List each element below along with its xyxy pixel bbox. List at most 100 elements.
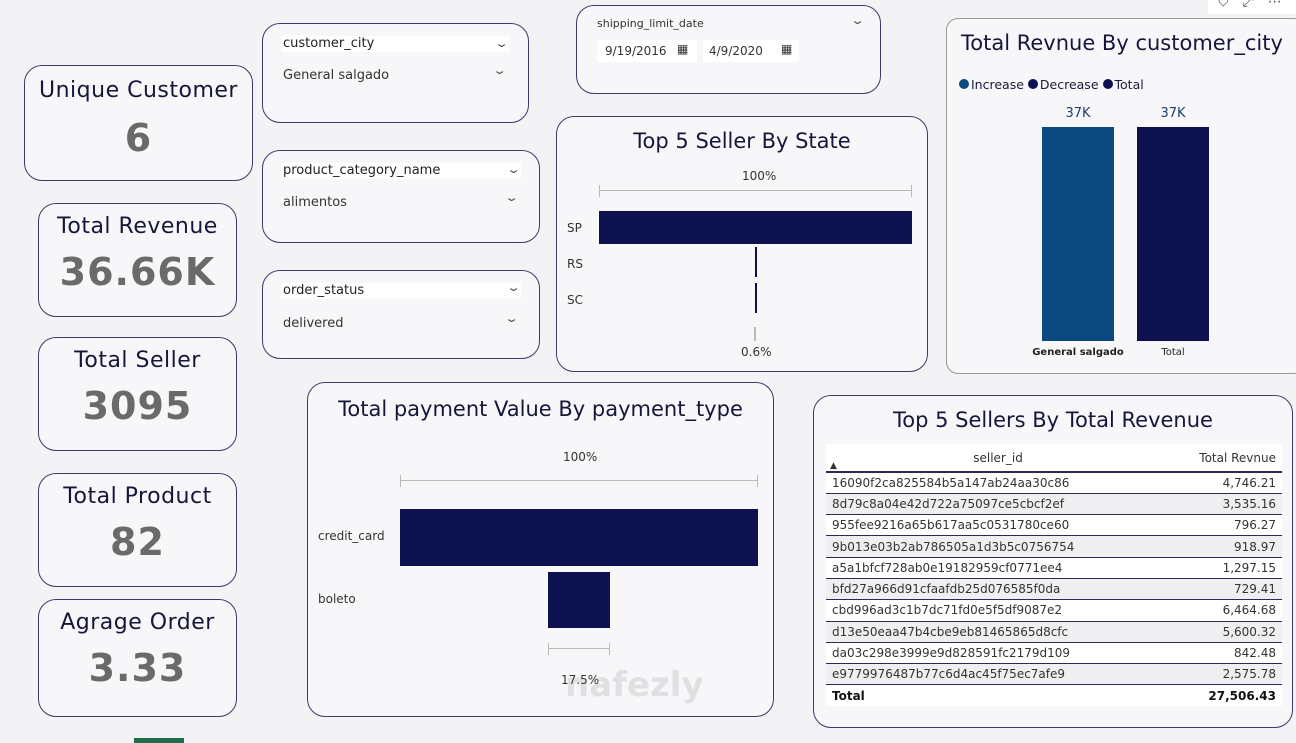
- end-date-input[interactable]: 4/9/2020 ▦: [703, 40, 799, 62]
- slicer-customer-city[interactable]: customer_city ⌄ General salgado ⌄: [262, 23, 529, 123]
- cell-total-revenue: 5,600.32: [1170, 621, 1282, 643]
- sort-ascending-icon[interactable]: ▲: [830, 461, 837, 471]
- chevron-down-icon[interactable]: ⌄: [850, 14, 865, 27]
- cell-total-revenue: 2,575.78: [1170, 663, 1282, 686]
- cell-total-revenue: 4,746.21: [1170, 472, 1282, 494]
- funnel-bar-credit_card: [400, 509, 758, 566]
- category-label: boleto: [318, 592, 356, 606]
- page-tab-indicator[interactable]: [134, 738, 184, 743]
- legend-marker: [959, 79, 969, 89]
- cell-seller-id: e9779976487b77c6d4ac45f75ec7afe9: [826, 663, 1171, 686]
- legend-label: Increase: [971, 77, 1024, 92]
- cell-total-revenue: 842.48: [1170, 642, 1282, 665]
- legend-label: Decrease: [1039, 77, 1099, 92]
- chart-payment-by-type: Total payment Value By payment_type 100%…: [307, 382, 774, 717]
- legend-item-increase: Increase: [959, 77, 1024, 92]
- kpi-title: Agrage Order: [60, 610, 215, 635]
- category-label: SC: [567, 293, 583, 307]
- kpi-value: 36.66K: [59, 250, 216, 294]
- table-row: bfd27a966d91cfaafdb25d076585f0da 729.41: [826, 578, 1282, 601]
- slicer-product-category[interactable]: product_category_name ⌄ alimentos ⌄: [262, 150, 540, 243]
- table-row: cbd996ad3c1b7dc71fd0e5f5df9087e2 6,464.68: [826, 599, 1282, 622]
- waterfall-bar-0: [1042, 127, 1114, 341]
- top-label: 100%: [742, 169, 777, 183]
- cell-seller-id: 16090f2ca825584b5a147ab24aa30c86: [826, 472, 1171, 494]
- chevron-down-icon[interactable]: ⌄: [506, 281, 521, 294]
- chevron-down-icon[interactable]: ⌄: [506, 163, 521, 176]
- category-label: RS: [567, 257, 583, 271]
- column-header-total-revenue[interactable]: Total Revnue: [1170, 444, 1282, 473]
- legend-item-total: Total: [1102, 77, 1144, 92]
- table-row: d13e50eaa47b4cbe9eb81465865d8cfc 5,600.32: [826, 621, 1282, 643]
- cell-seller-id: 955fee9216a65b617aa5c0531780ce60: [826, 514, 1171, 537]
- calendar-icon[interactable]: ▦: [781, 42, 793, 56]
- chevron-down-icon[interactable]: ⌄: [492, 64, 507, 77]
- column-header-seller-id[interactable]: seller_id ▲: [826, 444, 1171, 473]
- bottom-label: 0.6%: [741, 345, 772, 359]
- chevron-down-icon[interactable]: ⌄: [504, 191, 519, 204]
- axis-bottom: [547, 643, 611, 655]
- slicer-order-status[interactable]: order_status ⌄ delivered ⌄: [262, 270, 540, 359]
- legend-marker: [1027, 79, 1038, 89]
- top-label: 100%: [563, 450, 598, 464]
- category-label: Total: [1161, 347, 1185, 358]
- funnel-bar-SC: [754, 283, 757, 313]
- focus-mode-icon[interactable]: ⤢: [1242, 0, 1254, 10]
- filter-icon[interactable]: ⛉: [1218, 0, 1229, 10]
- total-value: 27,506.43: [1208, 688, 1276, 703]
- data-label: 37K: [1160, 106, 1186, 121]
- kpi-title: Total Revenue: [57, 214, 218, 239]
- kpi-title: Total Product: [63, 484, 212, 509]
- kpi-total-product: Total Product 82: [38, 473, 237, 587]
- data-table: seller_id ▲ Total Revnue 16090f2ca825584b…: [826, 444, 1282, 706]
- chart-title: Top 5 Seller By State: [633, 129, 851, 153]
- start-date-input[interactable]: 9/19/2016 ▦: [597, 40, 697, 62]
- cell-seller-id: bfd27a966d91cfaafdb25d076585f0da: [826, 578, 1171, 601]
- cell-seller-id: 8d79c8a04e42d722a75097ce5cbcf2ef: [826, 493, 1171, 516]
- table-row: 9b013e03b2ab786505a1d3b5c0756754 918.97: [826, 535, 1282, 558]
- category-label: SP: [567, 221, 582, 235]
- funnel-bar-SP: [599, 211, 912, 244]
- cell-seller-id: cbd996ad3c1b7dc71fd0e5f5df9087e2: [826, 599, 1171, 622]
- cell-total-revenue: 1,297.15: [1170, 557, 1282, 579]
- cell-seller-id: 9b013e03b2ab786505a1d3b5c0756754: [826, 535, 1171, 558]
- slicer-label: order_status: [281, 283, 521, 299]
- cell-seller-id: a5a1bfcf728ab0e19182959cf0771ee4: [826, 557, 1171, 579]
- cell-total-revenue: 796.27: [1170, 514, 1282, 537]
- end-date-value: 4/9/2020: [709, 44, 763, 58]
- cell-total-revenue: 729.41: [1170, 578, 1282, 601]
- chart-title: Total payment Value By payment_type: [338, 397, 743, 421]
- kpi-total-revenue: Total Revenue 36.66K: [38, 203, 237, 317]
- chart-top5-seller-by-state: Top 5 Seller By State 100% SP RS SC 0.6%: [556, 116, 928, 372]
- chevron-down-icon[interactable]: ⌄: [504, 312, 519, 325]
- cell-total-revenue: 3,535.16: [1170, 493, 1282, 516]
- axis-bottom: [754, 327, 756, 341]
- slicer-shipping-limit-date[interactable]: shipping_limit_date ⌄ 9/19/2016 ▦ 4/9/20…: [576, 5, 881, 94]
- cell-total-revenue: 918.97: [1170, 535, 1282, 558]
- kpi-value: 82: [110, 520, 165, 564]
- more-options-icon[interactable]: ⋯: [1267, 0, 1282, 10]
- slicer-value[interactable]: General salgado: [283, 68, 390, 83]
- slicer-value[interactable]: alimentos: [283, 195, 347, 210]
- bottom-label: 17.5%: [561, 673, 600, 687]
- kpi-unique-customer: Unique Customer 6: [24, 65, 253, 181]
- legend-item-decrease: Decrease: [1027, 77, 1099, 92]
- kpi-title: Total Seller: [74, 348, 201, 373]
- kpi-title: Unique Customer: [39, 78, 238, 103]
- table-top5-sellers: Top 5 Sellers By Total Revenue seller_id…: [813, 395, 1293, 728]
- chevron-down-icon[interactable]: ⌄: [494, 37, 509, 50]
- waterfall-bar-1: [1137, 127, 1209, 341]
- total-label: Total: [832, 688, 865, 703]
- watermark-logo: nafezly: [565, 665, 704, 705]
- cell-seller-id: d13e50eaa47b4cbe9eb81465865d8cfc: [826, 621, 1171, 643]
- table-row: e9779976487b77c6d4ac45f75ec7afe9 2,575.78: [826, 663, 1282, 686]
- cell-total-revenue: 6,464.68: [1170, 599, 1282, 622]
- cell-seller-id: da03c298e3999e9d828591fc2179d109: [826, 642, 1171, 665]
- data-label: 37K: [1065, 106, 1091, 121]
- chart-title: Total Revnue By customer_city: [961, 31, 1283, 55]
- legend-marker: [1102, 79, 1113, 89]
- table-row: da03c298e3999e9d828591fc2179d109 842.48: [826, 642, 1282, 665]
- slicer-value[interactable]: delivered: [283, 316, 344, 331]
- calendar-icon[interactable]: ▦: [677, 42, 689, 56]
- slicer-label: customer_city: [281, 36, 509, 52]
